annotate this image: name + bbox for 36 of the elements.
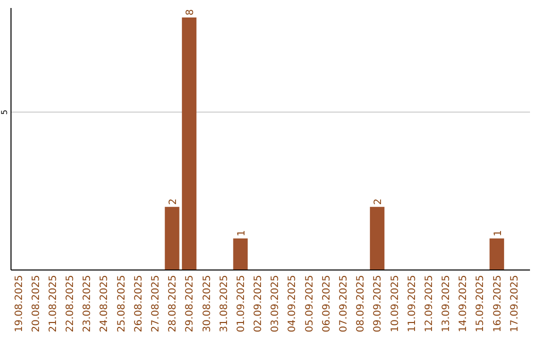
x-tick-label: 24.08.2025 bbox=[99, 275, 110, 332]
data-label: 2 bbox=[373, 198, 384, 205]
x-tick-label: 27.08.2025 bbox=[150, 275, 162, 332]
x-tick-label: 05.09.2025 bbox=[304, 275, 316, 332]
x-tick-label: 12.09.2025 bbox=[424, 275, 435, 332]
x-tick-label: 04.09.2025 bbox=[287, 275, 298, 332]
x-tick-label: 10.09.2025 bbox=[390, 275, 401, 332]
x-tick-label: 01.09.2025 bbox=[236, 275, 247, 332]
x-tick-label: 03.09.2025 bbox=[270, 275, 282, 332]
x-tick-label: 17.09.2025 bbox=[509, 275, 520, 332]
x-tick-label: 07.09.2025 bbox=[338, 275, 350, 332]
x-tick-label: 31.08.2025 bbox=[218, 275, 230, 332]
x-tick-label: 20.08.2025 bbox=[30, 275, 42, 332]
y-tick-label: 5 bbox=[0, 110, 9, 115]
data-label: 2 bbox=[168, 198, 180, 205]
x-tick-label: 23.08.2025 bbox=[82, 275, 94, 332]
x-tick-label: 25.08.2025 bbox=[116, 275, 128, 332]
x-tick-label: 11.09.2025 bbox=[406, 275, 418, 332]
x-tick-label: 30.08.2025 bbox=[202, 275, 213, 332]
x-tick-label: 28.08.2025 bbox=[168, 275, 179, 332]
x-tick-label: 26.08.2025 bbox=[133, 275, 144, 332]
x-tick-label: 06.09.2025 bbox=[321, 275, 332, 332]
x-tick-label: 09.09.2025 bbox=[372, 275, 384, 332]
data-label: 1 bbox=[236, 230, 248, 236]
x-tick-label: 13.09.2025 bbox=[441, 275, 452, 332]
x-tick-label: 02.09.2025 bbox=[253, 275, 264, 332]
data-label: 8 bbox=[185, 9, 196, 16]
x-tick-label: 16.09.2025 bbox=[492, 275, 504, 332]
x-tick-label: 08.09.2025 bbox=[356, 275, 367, 332]
data-label: 1 bbox=[492, 230, 504, 236]
x-tick-label: 21.08.2025 bbox=[48, 275, 59, 332]
x-tick-label: 19.08.2025 bbox=[14, 275, 25, 332]
x-tick-label: 29.08.2025 bbox=[184, 275, 196, 332]
x-tick-label: 22.08.2025 bbox=[65, 275, 76, 332]
x-tick-label: 15.09.2025 bbox=[475, 275, 486, 332]
x-tick-label: 14.09.2025 bbox=[458, 275, 470, 332]
